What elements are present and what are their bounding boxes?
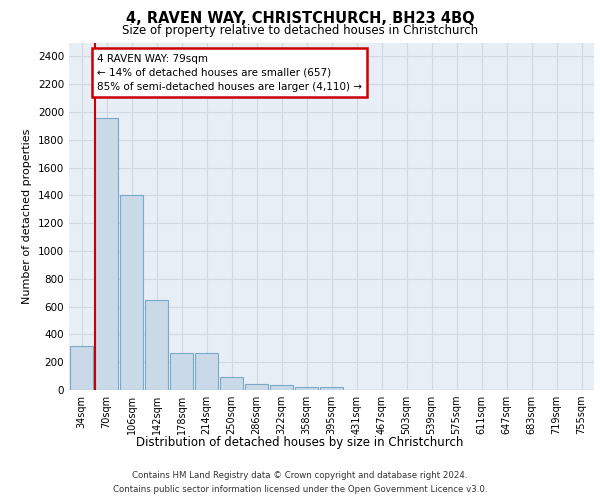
Text: Contains HM Land Registry data © Crown copyright and database right 2024.: Contains HM Land Registry data © Crown c… xyxy=(132,472,468,480)
Bar xyxy=(119,196,143,390)
Bar xyxy=(70,346,94,390)
Bar xyxy=(269,385,293,390)
Text: Contains public sector information licensed under the Open Government Licence v3: Contains public sector information licen… xyxy=(113,484,487,494)
Bar xyxy=(220,377,244,390)
Text: Distribution of detached houses by size in Christchurch: Distribution of detached houses by size … xyxy=(136,436,464,449)
Text: 4 RAVEN WAY: 79sqm
← 14% of detached houses are smaller (657)
85% of semi-detach: 4 RAVEN WAY: 79sqm ← 14% of detached hou… xyxy=(97,54,362,92)
Text: 4, RAVEN WAY, CHRISTCHURCH, BH23 4BQ: 4, RAVEN WAY, CHRISTCHURCH, BH23 4BQ xyxy=(125,11,475,26)
Bar xyxy=(194,353,218,390)
Bar xyxy=(170,353,193,390)
Bar xyxy=(145,300,169,390)
Bar xyxy=(320,387,343,390)
Bar xyxy=(245,384,268,390)
Bar xyxy=(95,118,118,390)
Bar xyxy=(295,386,319,390)
Text: Size of property relative to detached houses in Christchurch: Size of property relative to detached ho… xyxy=(122,24,478,37)
Y-axis label: Number of detached properties: Number of detached properties xyxy=(22,128,32,304)
